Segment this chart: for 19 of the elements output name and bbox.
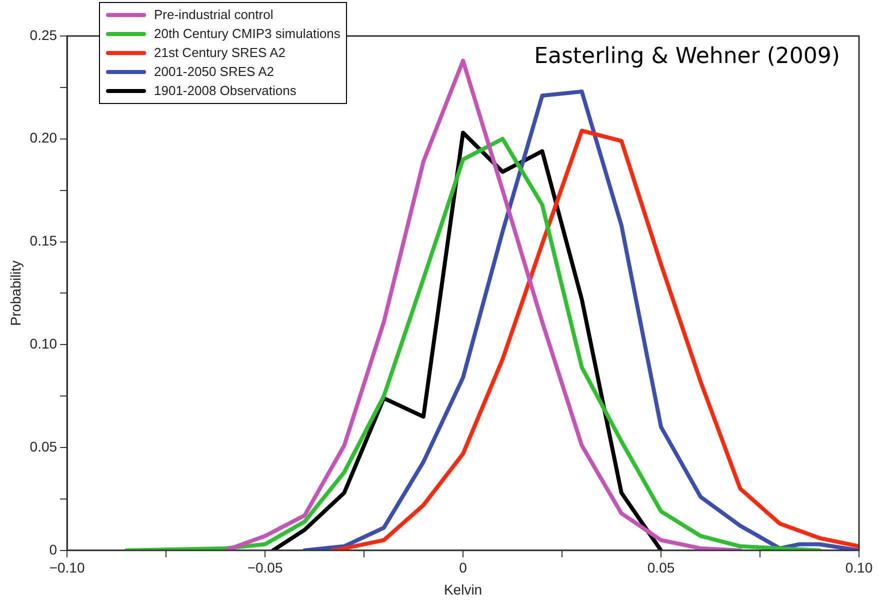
legend-label: 2001-2050 SRES A2 — [154, 64, 274, 79]
legend-label: 1901-2008 Observations — [154, 83, 296, 98]
x-tick-label: −0.05 — [247, 560, 283, 576]
legend-label: 21st Century SRES A2 — [154, 45, 286, 60]
y-tick-label: 0.10 — [30, 336, 58, 352]
x-tick-label: 0 — [459, 560, 468, 576]
y-tick-label: 0.15 — [30, 232, 58, 249]
y-tick-label: 0.05 — [30, 438, 58, 454]
y-tick-label: 0.20 — [30, 130, 58, 146]
annotation: Easterling & Wehner (2009) — [534, 44, 840, 69]
legend-label: 20th Century CMIP3 simulations — [154, 26, 340, 41]
y-tick-label: 0 — [49, 541, 58, 558]
x-tick-label: −0.10 — [49, 560, 85, 576]
x-tick-label: 0.05 — [647, 560, 675, 576]
legend-label: Pre-industrial control — [154, 7, 274, 22]
y-tick-label: 0.25 — [30, 26, 58, 43]
x-axis-title: Kelvin — [444, 581, 482, 598]
x-tick-label: 0.10 — [845, 560, 873, 576]
y-axis-title: Probability — [7, 260, 24, 326]
